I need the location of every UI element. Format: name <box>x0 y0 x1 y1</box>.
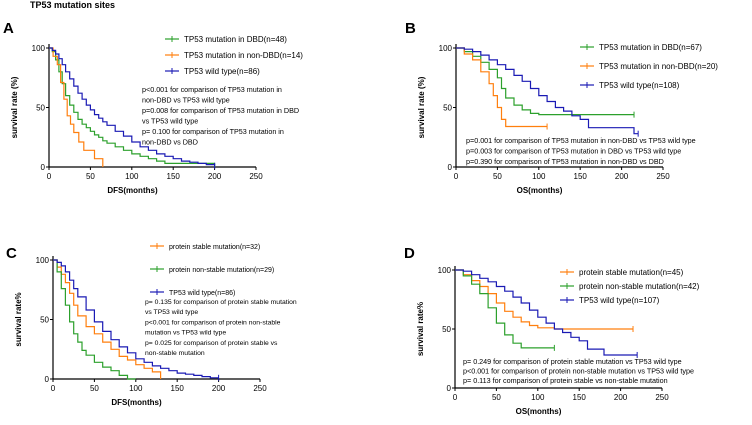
annotation-b: p=0.001 for comparison of TP53 mutation … <box>466 136 696 145</box>
x-tick-label-d: 150 <box>573 393 587 402</box>
annotation-b: p=0.390 for comparison of TP53 mutation … <box>466 157 664 166</box>
x-tick-label-a: 0 <box>47 172 52 181</box>
x-tick-label-b: 250 <box>656 172 670 181</box>
x-axis-title-d: OS(months) <box>516 407 562 416</box>
legend-label-a: TP53 wild type(n=86) <box>184 67 260 76</box>
legend-label-c: TP53 wild type(n=86) <box>169 290 235 297</box>
x-tick-label-a: 150 <box>167 172 181 181</box>
y-axis-title-a: survival rate (%) <box>10 76 19 138</box>
series-a-2 <box>49 47 104 167</box>
annotation-d: p<0.001 for comparison of protein non-st… <box>463 367 694 376</box>
y-tick-label-d: 50 <box>442 325 451 334</box>
x-tick-label-c: 100 <box>129 384 143 393</box>
annotation-a: p=0.008 for comparison of TP53 mutation … <box>142 106 299 115</box>
y-tick-label-c: 0 <box>45 375 50 384</box>
y-axis-title-d: survival rate% <box>416 302 425 356</box>
panel-label-c: C <box>6 245 17 262</box>
y-tick-label-c: 50 <box>40 316 49 325</box>
y-tick-label-a: 100 <box>32 44 46 53</box>
series-d-1 <box>455 269 633 330</box>
legend-label-b: TP53 mutation in non-DBD(n=20) <box>599 62 718 71</box>
legend-label-d: TP53 wild type(n=107) <box>579 296 660 305</box>
annotation-b: p=0.003 for comparison of TP53 mutation … <box>466 147 681 156</box>
x-tick-label-d: 100 <box>531 393 545 402</box>
panel-label-a: A <box>3 20 14 37</box>
annotation-c: p= 0.135 for comparison of protein stabl… <box>145 299 297 306</box>
x-axis-title-b: OS(months) <box>517 186 563 195</box>
x-tick-label-c: 200 <box>212 384 226 393</box>
x-tick-label-d: 200 <box>614 393 628 402</box>
y-tick-label-b: 50 <box>443 104 452 113</box>
x-axis-title-a: DFS(months) <box>107 186 158 195</box>
annotation-a: p= 0.100 for comparison of TP53 mutation… <box>142 127 284 136</box>
y-tick-label-d: 100 <box>438 266 452 275</box>
annotation-a: non-DBD vs DBD <box>142 138 198 147</box>
series-b-3 <box>456 47 639 135</box>
annotation-c: mutation vs TP53 wild type <box>145 330 226 337</box>
series-d-2 <box>455 269 555 349</box>
y-axis-title-c: survival rate% <box>14 292 23 346</box>
annotation-d: p= 0.113 for comparison of protein stabl… <box>463 376 668 385</box>
figure-title: TP53 mutation sites <box>30 0 116 10</box>
y-tick-label-b: 0 <box>448 163 453 172</box>
annotation-c: p= 0.025 for comparison of protein stabl… <box>145 340 278 347</box>
annotation-c: non-stable mutation <box>145 350 205 357</box>
series-a-3 <box>49 47 216 166</box>
y-tick-label-b: 100 <box>439 44 453 53</box>
y-tick-label-c: 100 <box>36 256 50 265</box>
legend-label-c: protein non-stable mutation(n=29) <box>169 267 274 274</box>
series-b-2 <box>456 47 548 128</box>
x-tick-label-a: 50 <box>86 172 95 181</box>
x-tick-label-b: 50 <box>493 172 502 181</box>
x-tick-label-d: 50 <box>492 393 501 402</box>
legend-label-b: TP53 mutation in DBD(n=67) <box>599 43 702 52</box>
x-tick-label-b: 200 <box>615 172 629 181</box>
legend-label-a: TP53 mutation in non-DBD(n=14) <box>184 51 303 60</box>
legend-label-d: protein stable mutation(n=45) <box>579 268 684 277</box>
x-tick-label-b: 150 <box>574 172 588 181</box>
series-b-1 <box>456 47 634 116</box>
x-tick-label-c: 0 <box>51 384 56 393</box>
y-axis-title-b: survival rate (%) <box>417 76 426 138</box>
series-a-1 <box>49 47 216 167</box>
x-tick-label-c: 150 <box>171 384 185 393</box>
x-tick-label-b: 100 <box>532 172 546 181</box>
annotation-a: non-DBD vs TP53 wild type <box>142 96 230 105</box>
x-axis-title-c: DFS(months) <box>111 398 162 407</box>
panel-label-b: B <box>405 20 416 37</box>
x-tick-label-a: 100 <box>125 172 139 181</box>
series-c-2 <box>53 259 136 380</box>
annotation-a: p<0.001 for comparison of TP53 mutation … <box>142 85 282 94</box>
y-tick-label-a: 50 <box>36 104 45 113</box>
legend-label-c: protein stable mutation(n=32) <box>169 244 260 251</box>
legend-label-a: TP53 mutation in DBD(n=48) <box>184 35 287 44</box>
series-d-3 <box>455 269 638 356</box>
x-tick-label-d: 250 <box>655 393 669 402</box>
panel-label-d: D <box>404 245 415 262</box>
annotation-a: vs TP53 wild type <box>142 117 198 126</box>
x-tick-label-a: 200 <box>208 172 222 181</box>
x-tick-label-d: 0 <box>453 393 458 402</box>
y-tick-label-d: 0 <box>447 384 452 393</box>
legend-label-b: TP53 wild type(n=108) <box>599 81 680 90</box>
x-tick-label-a: 250 <box>249 172 263 181</box>
annotation-d: p= 0.249 for comparison of protein stabl… <box>463 357 682 366</box>
y-tick-label-a: 0 <box>41 163 46 172</box>
x-tick-label-c: 250 <box>253 384 267 393</box>
legend-label-d: protein non-stable mutation(n=42) <box>579 282 700 291</box>
annotation-c: vs TP53 wild type <box>145 309 198 316</box>
series-c-1 <box>53 259 162 379</box>
x-tick-label-b: 0 <box>454 172 459 181</box>
x-tick-label-c: 50 <box>90 384 99 393</box>
annotation-c: p<0.001 for comparison of protein non-st… <box>145 319 281 326</box>
series-c-3 <box>53 259 219 379</box>
